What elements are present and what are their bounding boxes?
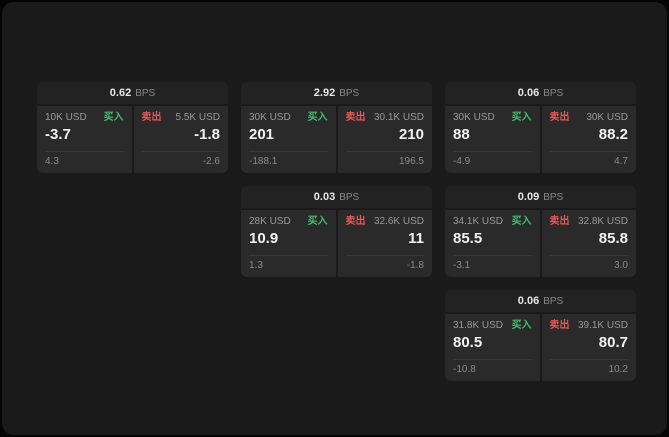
buy-size: 34.1K USD: [453, 216, 504, 227]
sell-change: 4.7: [549, 151, 628, 168]
buy-label: 买入: [307, 112, 328, 123]
sell-size: 32.6K USD: [373, 216, 424, 227]
buy-panel[interactable]: 31.8K USD 买入 80.5 -10.8: [445, 314, 540, 381]
sell-panel[interactable]: 卖出 5.5K USD -1.8 -2.6: [133, 106, 228, 173]
quote-card: 0.06 BPS 31.8K USD 买入 80.5 -10.8 卖出 39.1…: [445, 290, 636, 381]
sell-label: 卖出: [549, 216, 570, 227]
sell-panel[interactable]: 卖出 30.1K USD 210 196.5: [337, 106, 432, 173]
quote-card: 0.03 BPS 28K USD 买入 10.9 1.3 卖出 32.6K US…: [241, 186, 432, 277]
quote-card: 0.62 BPS 10K USD 买入 -3.7 4.3 卖出 5.5K USD: [37, 82, 228, 173]
buy-panel[interactable]: 30K USD 买入 201 -188.1: [241, 106, 336, 173]
buy-label: 买入: [511, 320, 532, 331]
sell-price: 80.7: [598, 334, 628, 351]
sell-size: 30.1K USD: [373, 112, 424, 123]
spread-header: 0.62 BPS: [37, 82, 228, 104]
spread-header: 2.92 BPS: [241, 82, 432, 104]
quote-card: 0.06 BPS 30K USD 买入 88 -4.9 卖出 30K USD: [445, 82, 636, 173]
buy-size: 30K USD: [249, 112, 291, 123]
sell-label: 卖出: [549, 320, 570, 331]
buy-panel[interactable]: 10K USD 买入 -3.7 4.3: [37, 106, 132, 173]
buy-change: -188.1: [249, 151, 328, 168]
sell-change: 196.5: [345, 151, 424, 168]
spread-unit-label: BPS: [543, 191, 564, 203]
spread-unit-label: BPS: [339, 191, 360, 203]
buy-change: -10.8: [453, 359, 532, 376]
buy-label: 买入: [103, 112, 124, 123]
buy-change: 1.3: [249, 255, 328, 272]
sell-label: 卖出: [345, 112, 366, 123]
sell-label: 卖出: [549, 112, 570, 123]
buy-change: -3.1: [453, 255, 532, 272]
buy-price: -3.7: [45, 126, 71, 143]
spread-unit-label: BPS: [543, 87, 564, 99]
buy-panel[interactable]: 30K USD 买入 88 -4.9: [445, 106, 540, 173]
buy-label: 买入: [511, 216, 532, 227]
spread-value: 0.62: [109, 87, 132, 99]
sell-label: 卖出: [141, 112, 162, 123]
buy-price: 201: [249, 126, 275, 143]
sell-panel[interactable]: 卖出 30K USD 88.2 4.7: [541, 106, 636, 173]
spread-value: 0.06: [517, 87, 540, 99]
buy-panel[interactable]: 34.1K USD 买入 85.5 -3.1: [445, 210, 540, 277]
buy-panel[interactable]: 28K USD 买入 10.9 1.3: [241, 210, 336, 277]
sell-change: 10.2: [549, 359, 628, 376]
spread-unit-label: BPS: [543, 295, 564, 307]
quote-card: 2.92 BPS 30K USD 买入 201 -188.1 卖出 30.1K …: [241, 82, 432, 173]
sell-size: 30K USD: [586, 112, 628, 123]
buy-label: 买入: [511, 112, 532, 123]
sell-change: 3.0: [549, 255, 628, 272]
quote-grid: 0.62 BPS 10K USD 买入 -3.7 4.3 卖出 5.5K USD: [37, 82, 636, 381]
sell-panel[interactable]: 卖出 32.6K USD 11 -1.8: [337, 210, 432, 277]
sell-size: 5.5K USD: [175, 112, 220, 123]
spread-value: 0.06: [517, 295, 540, 307]
buy-price: 85.5: [453, 230, 483, 247]
sell-label: 卖出: [345, 216, 366, 227]
sell-price: 11: [408, 230, 424, 247]
spread-header: 0.06 BPS: [445, 290, 636, 312]
spread-value: 2.92: [313, 87, 336, 99]
buy-size: 30K USD: [453, 112, 495, 123]
spread-header: 0.09 BPS: [445, 186, 636, 208]
sell-change: -1.8: [345, 255, 424, 272]
buy-label: 买入: [307, 216, 328, 227]
sell-size: 39.1K USD: [577, 320, 628, 331]
spread-unit-label: BPS: [339, 87, 360, 99]
buy-price: 80.5: [453, 334, 483, 351]
buy-size: 10K USD: [45, 112, 87, 123]
sell-panel[interactable]: 卖出 32.8K USD 85.8 3.0: [541, 210, 636, 277]
sell-price: 210: [398, 126, 424, 143]
sell-change: -2.6: [141, 151, 220, 168]
spread-header: 0.03 BPS: [241, 186, 432, 208]
spread-header: 0.06 BPS: [445, 82, 636, 104]
buy-size: 28K USD: [249, 216, 291, 227]
sell-price: 85.8: [598, 230, 628, 247]
sell-price: -1.8: [194, 126, 220, 143]
sell-panel[interactable]: 卖出 39.1K USD 80.7 10.2: [541, 314, 636, 381]
spread-unit-label: BPS: [135, 87, 156, 99]
buy-price: 88: [453, 126, 470, 143]
quote-card: 0.09 BPS 34.1K USD 买入 85.5 -3.1 卖出 32.8K…: [445, 186, 636, 277]
buy-size: 31.8K USD: [453, 320, 504, 331]
sell-price: 88.2: [598, 126, 628, 143]
spread-value: 0.03: [313, 191, 336, 203]
spread-value: 0.09: [517, 191, 540, 203]
buy-price: 10.9: [249, 230, 279, 247]
buy-change: 4.3: [45, 151, 124, 168]
buy-change: -4.9: [453, 151, 532, 168]
sell-size: 32.8K USD: [577, 216, 628, 227]
